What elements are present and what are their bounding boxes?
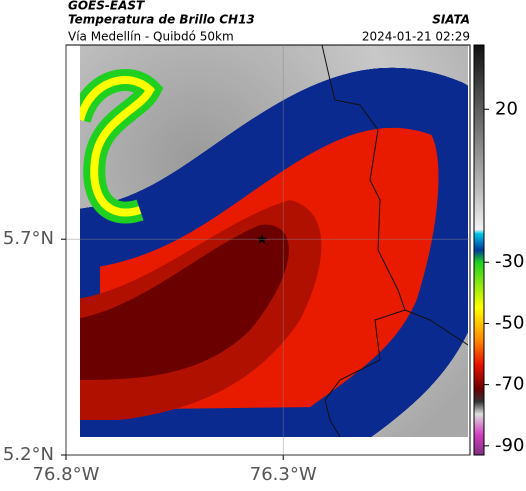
y-tick-label: 5.2°N: [3, 444, 54, 465]
colorbar-tick-label: -50: [495, 312, 524, 333]
satellite: GOES-EAST: [68, 0, 145, 13]
location-star: ★: [256, 232, 269, 248]
colorbar-tick-label: -90: [495, 435, 524, 456]
agency: SIATA: [432, 13, 470, 27]
route: Vía Medellín - Quibdó 50km: [68, 30, 234, 44]
colorbar-tick-label: -30: [495, 251, 524, 272]
product: Temperatura de Brillo CH13: [68, 13, 255, 27]
colorbar: [473, 44, 485, 456]
colorbar-tick-label: -70: [495, 374, 524, 395]
timestamp: 2024-01-21 02:29: [362, 30, 470, 44]
x-tick-label: 76.3°W: [250, 464, 317, 485]
colorbar-tick-label: 20: [495, 98, 518, 119]
satellite-image: [80, 45, 468, 437]
x-tick-label: 76.8°W: [33, 464, 100, 485]
y-tick-label: 5.7°N: [3, 228, 54, 249]
